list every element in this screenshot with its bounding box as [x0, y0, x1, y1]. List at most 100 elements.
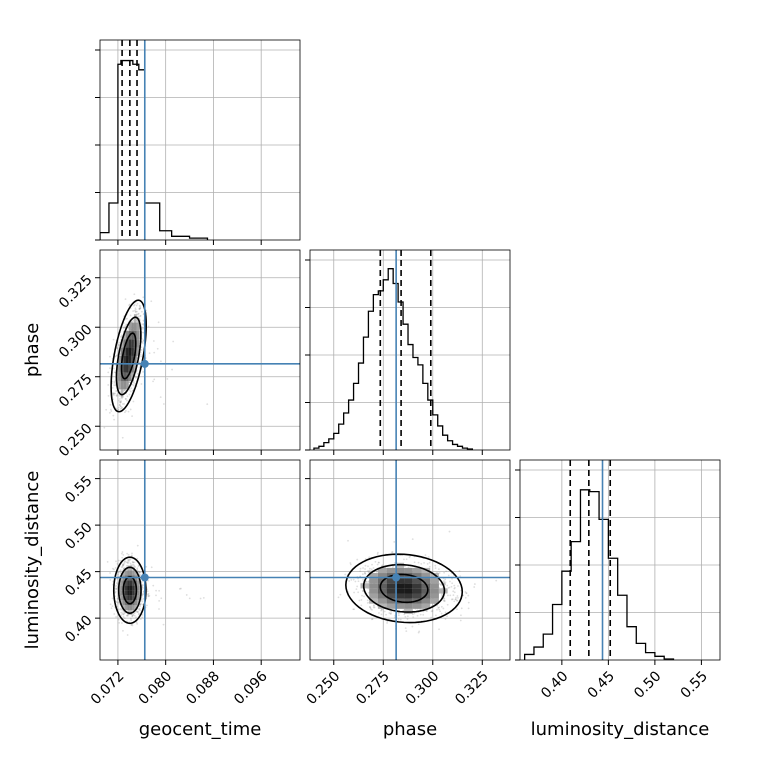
sample-point	[422, 613, 425, 616]
sample-point	[109, 403, 112, 406]
sample-point	[118, 394, 121, 397]
density-cell	[412, 593, 422, 599]
density-cell	[395, 603, 405, 609]
sample-point	[123, 326, 125, 329]
sample-point	[391, 551, 394, 553]
density-cell	[377, 593, 387, 599]
sample-point	[388, 612, 391, 614]
sample-point	[137, 610, 139, 613]
sample-point	[132, 400, 135, 403]
sample-point	[381, 564, 384, 567]
sample-point	[124, 325, 127, 327]
sample-point	[389, 612, 392, 615]
x-axis-label: luminosity_distance	[531, 719, 710, 740]
panel-content	[524, 460, 675, 660]
sample-point	[121, 551, 124, 553]
density-cell	[395, 583, 405, 589]
sample-point	[138, 607, 141, 610]
density-cell	[126, 380, 129, 390]
sample-point	[141, 593, 144, 596]
sample-point	[134, 311, 137, 313]
sample-point	[116, 601, 119, 604]
sample-point	[119, 397, 121, 400]
sample-point	[153, 378, 156, 381]
sample-point	[107, 394, 110, 397]
density-cell	[132, 590, 135, 596]
sample-point	[123, 403, 126, 405]
sample-point	[123, 562, 126, 565]
sample-point	[130, 619, 133, 622]
sample-point	[121, 563, 124, 566]
sample-point	[430, 616, 433, 619]
sample-point	[437, 568, 440, 571]
density-cell	[395, 593, 405, 599]
panel-content	[313, 250, 474, 450]
sample-point	[455, 599, 458, 602]
sample-point	[376, 551, 379, 554]
sample-point	[411, 625, 414, 628]
sample-point	[121, 436, 124, 439]
sample-point	[117, 409, 120, 411]
sample-point	[133, 565, 136, 568]
sample-point	[137, 313, 140, 315]
density-cell	[123, 364, 127, 373]
sample-point	[132, 384, 135, 387]
sample-point	[406, 618, 409, 620]
sample-point	[373, 606, 376, 609]
density-cell	[127, 605, 130, 611]
x-tick-label: 0.40	[538, 668, 571, 701]
density-cell	[127, 590, 130, 596]
sample-point	[131, 383, 134, 386]
sample-point	[131, 415, 133, 418]
sample-point	[465, 592, 468, 594]
density-cell	[120, 590, 123, 596]
sample-point	[420, 562, 423, 565]
sample-point	[126, 561, 129, 564]
density-cell	[421, 598, 431, 604]
sample-point	[447, 587, 450, 589]
sample-point	[430, 610, 433, 613]
sample-point	[115, 616, 117, 618]
sample-point	[125, 323, 128, 326]
sample-point	[443, 583, 446, 586]
sample-point	[135, 621, 138, 624]
sample-point	[427, 556, 430, 558]
sample-point	[361, 573, 364, 576]
sample-point	[350, 579, 353, 581]
density-cell	[131, 347, 134, 356]
sample-point	[133, 614, 136, 617]
sample-point	[112, 367, 115, 370]
sample-point	[363, 595, 365, 598]
density-cell	[126, 339, 129, 348]
sample-point	[133, 561, 136, 564]
sample-point	[132, 310, 134, 312]
panel-content	[100, 250, 300, 450]
sample-point	[122, 553, 125, 556]
sample-point	[138, 307, 141, 310]
sample-point	[367, 581, 369, 584]
sample-point	[139, 361, 141, 364]
sample-point	[372, 605, 375, 607]
sample-point	[445, 570, 448, 573]
sample-point	[460, 607, 463, 610]
sample-point	[467, 594, 470, 597]
sample-point	[438, 572, 441, 574]
histogram-step	[524, 489, 675, 660]
density-cell	[404, 567, 413, 574]
sample-point	[120, 401, 122, 403]
sample-point	[114, 588, 117, 590]
sample-point	[449, 580, 451, 583]
sample-point	[136, 568, 138, 571]
sample-point	[124, 398, 127, 400]
sample-point	[179, 587, 182, 590]
sample-point	[117, 408, 120, 411]
density-cell	[125, 595, 128, 601]
sample-point	[386, 622, 388, 624]
sample-point	[139, 603, 141, 606]
sample-point	[128, 559, 131, 561]
density-cell	[131, 330, 134, 340]
sample-point	[440, 605, 443, 608]
density-cell	[118, 364, 121, 373]
x-tick-label: 0.250	[304, 668, 344, 708]
